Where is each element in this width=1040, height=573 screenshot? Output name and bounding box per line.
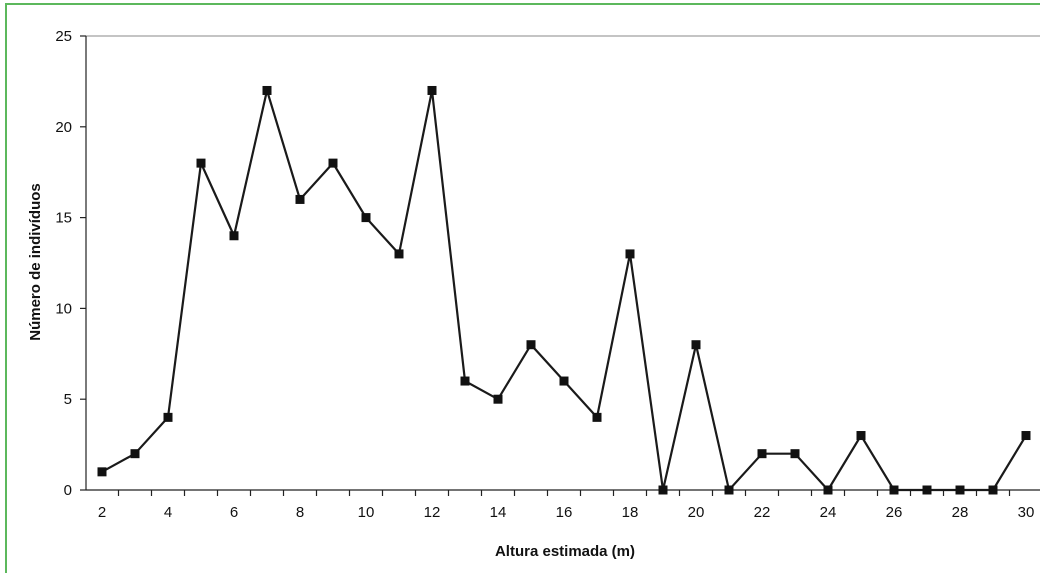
- x-tick-label: 6: [230, 504, 238, 521]
- chart-frame: [5, 3, 1040, 573]
- x-tick-label: 22: [754, 504, 771, 521]
- y-tick-label: 0: [64, 482, 72, 499]
- x-axis-title: Altura estimada (m): [495, 543, 635, 560]
- data-point-marker: [97, 467, 107, 477]
- x-tick-label: 12: [424, 504, 441, 521]
- y-tick-label: 5: [64, 391, 72, 408]
- data-markers: [97, 85, 1031, 495]
- data-point-marker: [856, 431, 866, 441]
- data-point-marker: [394, 249, 404, 259]
- data-point-marker: [592, 412, 602, 422]
- x-tick-labels: 2 4 6 8 10 12 14 16 18 20 22 24 26 28 30: [98, 504, 1035, 521]
- y-tick-label: 20: [55, 119, 72, 136]
- data-point-marker: [262, 85, 272, 95]
- y-tick-labels: 0 5 10 15 20 25: [55, 28, 72, 499]
- x-tick-label: 4: [164, 504, 172, 521]
- data-point-marker: [988, 485, 998, 495]
- data-point-marker: [955, 485, 965, 495]
- data-point-marker: [361, 213, 371, 223]
- data-point-marker: [427, 85, 437, 95]
- axes: [80, 35, 1040, 496]
- data-point-marker: [559, 376, 569, 386]
- data-point-marker: [922, 485, 932, 495]
- data-point-marker: [493, 394, 503, 404]
- data-point-marker: [460, 376, 470, 386]
- data-point-marker: [658, 485, 668, 495]
- y-tick-label: 10: [55, 300, 72, 317]
- data-point-marker: [691, 340, 701, 350]
- y-tick-label: 25: [55, 28, 72, 45]
- data-point-marker: [328, 158, 338, 168]
- y-tick-label: 15: [55, 210, 72, 227]
- series-line: [101, 86, 1027, 493]
- x-tick-label: 14: [490, 504, 507, 521]
- x-tick-label: 20: [688, 504, 705, 521]
- data-point-marker: [625, 249, 635, 259]
- series-polyline: [101, 86, 1027, 493]
- data-point-marker: [757, 449, 767, 459]
- data-point-marker: [790, 449, 800, 459]
- x-tick-label: 30: [1018, 504, 1035, 521]
- x-tick-label: 10: [358, 504, 375, 521]
- data-point-marker: [229, 231, 239, 241]
- x-tick-label: 8: [296, 504, 304, 521]
- data-point-marker: [196, 158, 206, 168]
- x-tick-label: 24: [820, 504, 837, 521]
- x-tick-label: 16: [556, 504, 573, 521]
- x-tick-label: 28: [952, 504, 969, 521]
- data-point-marker: [526, 340, 536, 350]
- x-tick-label: 18: [622, 504, 639, 521]
- data-point-marker: [295, 194, 305, 204]
- x-tick-label: 2: [98, 504, 106, 521]
- data-point-marker: [724, 485, 734, 495]
- data-point-marker: [823, 485, 833, 495]
- data-point-marker: [889, 485, 899, 495]
- x-tick-label: 26: [886, 504, 903, 521]
- data-point-marker: [163, 412, 173, 422]
- data-point-marker: [1021, 431, 1031, 441]
- y-axis-title: Número de indivíduos: [27, 183, 44, 341]
- data-point-marker: [130, 449, 140, 459]
